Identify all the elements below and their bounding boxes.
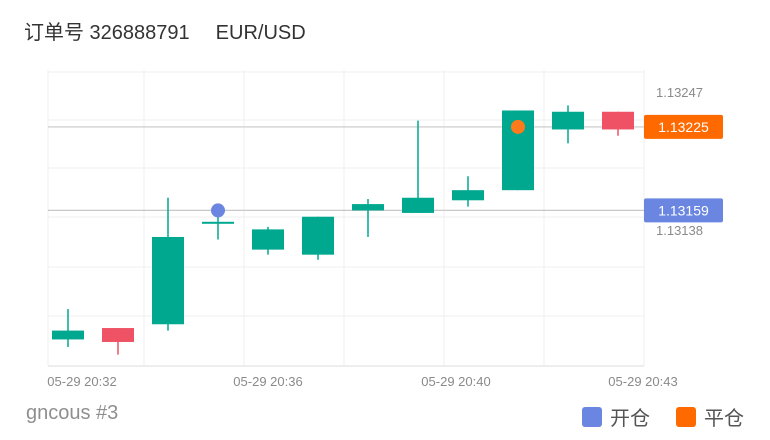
open-price-badge-label: 1.13159 xyxy=(658,202,709,218)
candle-body xyxy=(602,111,634,130)
candle-body xyxy=(452,190,484,201)
candle-body xyxy=(202,221,234,224)
y-tick-label: 1.13138 xyxy=(656,223,703,238)
legend: 开仓 平仓 xyxy=(556,402,744,431)
y-tick-label: 1.13247 xyxy=(656,85,703,100)
candle-body xyxy=(102,328,134,342)
account-label: gncous #3 xyxy=(26,402,119,424)
close-price-badge-label: 1.13225 xyxy=(658,119,709,135)
symbol-label: EUR/USD xyxy=(215,22,306,44)
close-price-badge-bg xyxy=(644,114,723,139)
close-position-marker xyxy=(511,119,525,134)
candle-body xyxy=(402,197,434,213)
open-price-badge-bg xyxy=(644,198,723,223)
x-tick-label: 05-29 20:40 xyxy=(421,374,490,389)
chart-header: 订单号 326888791 EUR/USD xyxy=(24,16,306,45)
candle-body xyxy=(302,216,334,255)
candle-body xyxy=(552,111,584,130)
legend-item-close[interactable]: 平仓 xyxy=(676,402,744,431)
candle-body xyxy=(52,330,84,340)
candle-body xyxy=(252,229,284,250)
order-number: 订单号 326888791 xyxy=(24,22,190,44)
open-swatch-icon xyxy=(582,406,602,427)
legend-item-open[interactable]: 开仓 xyxy=(582,402,650,431)
x-tick-label: 05-29 20:36 xyxy=(233,374,302,389)
legend-label-open: 开仓 xyxy=(610,408,650,430)
open-position-marker xyxy=(211,203,225,218)
legend-label-close: 平仓 xyxy=(704,408,744,430)
candle-body xyxy=(152,236,184,325)
x-tick-label: 05-29 20:43 xyxy=(608,374,677,389)
x-tick-label: 05-29 20:32 xyxy=(47,374,116,389)
candle-body xyxy=(352,204,384,211)
close-swatch-icon xyxy=(676,406,696,427)
